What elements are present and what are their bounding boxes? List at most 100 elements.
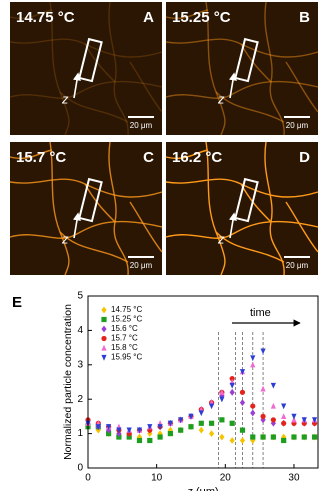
micrograph-panel: 16.2 °C Dz 20 μm [165,141,319,276]
data-point [291,413,297,420]
x-tick-label: 10 [151,473,163,484]
data-point [157,434,163,440]
z-arrow [229,212,237,239]
legend-label: 15.8 °C [111,343,138,352]
filament [165,149,209,159]
legend-marker [101,354,107,361]
micrograph-background [10,142,162,275]
data-point [291,434,297,440]
panel-label: E [12,294,22,311]
axis-label: z [217,91,225,106]
data-point [198,410,204,417]
axis-label: z [217,231,225,246]
scale-label: 20 μm [130,121,153,130]
data-point [208,420,215,426]
data-point [281,403,287,410]
y-tick-label: 4 [77,325,83,336]
legend-marker [101,306,107,314]
data-point [270,382,276,389]
data-point [229,375,235,382]
data-point [281,413,287,419]
data-point [239,437,246,444]
filament [9,80,163,99]
data-point [260,434,266,440]
data-point [239,399,246,407]
data-point [250,361,256,368]
data-point [281,437,287,444]
y-tick-label: 1 [77,428,83,439]
micrograph-background [166,2,318,135]
y-axis-label: Normalized particle concentration [62,304,74,460]
data-point [229,420,235,426]
filament [285,61,319,113]
legend-label: 15.7 °C [111,334,138,343]
filament [264,1,285,136]
z-arrow [229,72,237,99]
data-point [208,430,215,437]
micrograph-panel: 14.75 °C Az 20 μm [9,1,163,136]
legend-marker [101,316,107,323]
filament [215,231,285,263]
data-point [250,403,256,409]
legend-label: 15.25 °C [111,315,142,324]
data-point [198,420,204,426]
data-point [270,402,276,409]
data-point [136,437,143,444]
data-point [188,413,194,420]
filament [165,9,209,19]
temperature-label: 15.25 °C [172,9,231,26]
x-axis-variable: z [186,486,193,491]
micrograph-panel: 15.7 °C Cz 20 μm [9,141,163,276]
region-box [234,177,259,223]
data-point [239,389,246,395]
x-tick-label: 0 [85,473,91,484]
plot-frame [87,295,319,469]
filament [49,141,70,276]
filament [285,201,319,253]
data-point [157,424,163,430]
data-point [311,417,318,424]
filament [9,38,163,58]
filament [165,80,319,99]
data-point [250,355,256,362]
filament [205,141,226,276]
data-point [301,417,307,424]
data-point [219,389,225,395]
data-point [147,437,153,444]
data-point [270,417,276,423]
data-point [116,427,122,434]
filament [129,201,163,253]
data-point [188,424,194,430]
data-point [260,348,266,355]
axis-label: z [61,91,69,106]
micrograph-background [166,142,318,275]
filament [165,38,319,58]
scale-label: 20 μm [286,121,309,130]
data-point [250,409,256,417]
scale-label: 20 μm [286,261,309,270]
filament [205,1,226,136]
y-tick-label: 0 [77,463,83,474]
legend-label: 15.95 °C [111,353,142,362]
data-point [260,385,266,392]
panel-letter: D [299,149,310,166]
data-point [95,424,101,430]
data-point [270,419,276,427]
data-point [126,434,132,440]
data-point [311,434,318,440]
x-tick-label: 30 [288,473,300,484]
region-box [234,37,259,83]
filament [9,9,53,19]
z-arrow [73,212,81,239]
data-point [208,403,215,410]
data-point [229,437,235,444]
panel-letter: A [143,9,154,26]
data-point [105,424,112,430]
data-point [219,396,225,403]
panel-letter: C [143,149,154,166]
micrograph-panel: 15.25 °C Bz 20 μm [165,1,319,136]
temperature-label: 15.7 °C [16,149,66,166]
data-point [270,434,276,440]
data-point [250,434,256,440]
